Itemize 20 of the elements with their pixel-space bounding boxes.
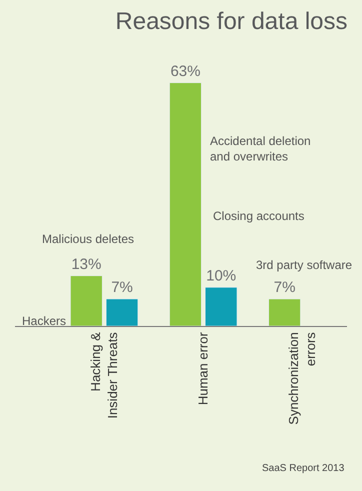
data-label: 63% — [170, 62, 200, 80]
annotation: Hackers — [22, 314, 66, 328]
bar — [106, 298, 138, 326]
data-label: 13% — [71, 256, 102, 273]
bar — [205, 287, 238, 326]
bar — [70, 276, 102, 326]
data-label: 10% — [206, 267, 236, 284]
text: SaaS Report 2013 — [262, 463, 345, 474]
annotation: Closing accounts — [213, 209, 304, 223]
annotation: Accidental deletion and overwrites — [210, 134, 311, 164]
bar — [169, 82, 202, 326]
x-tick-label: Synchronization errors — [286, 332, 318, 425]
data-label: 7% — [274, 278, 296, 296]
bar — [268, 298, 301, 326]
x-tick-label: Human error — [196, 332, 211, 406]
chart-title: Reasons for data loss — [115, 8, 348, 36]
annotation: 3rd party software — [256, 258, 352, 272]
annotation: Malicious deletes — [42, 232, 134, 246]
data-label: 7% — [111, 278, 133, 296]
x-tick-label: Hacking & Insider Threats — [88, 332, 120, 419]
